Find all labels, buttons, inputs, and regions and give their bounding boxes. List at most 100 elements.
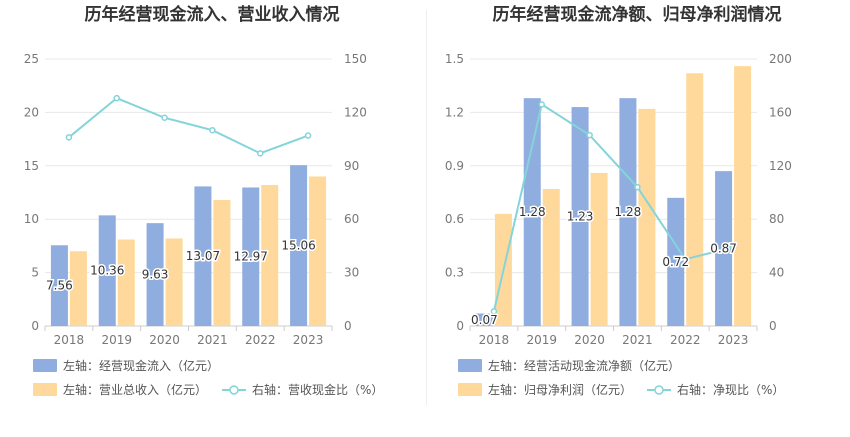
line-point: [209, 126, 216, 134]
legend-swatch: [33, 383, 57, 396]
y-right-tick-label: 30: [344, 266, 359, 280]
y-right-tick-label: 0: [344, 319, 352, 333]
legend-label: 右轴：营收现金比（%）: [252, 382, 383, 397]
chart-net-cash-profit: 历年经营现金流净额、归母净利润情况 0 0 0.3 40 0.6 80 0.9 120 1.2 16…: [445, 4, 792, 397]
y-right-tick-label: 200: [769, 52, 792, 66]
bar-primary: [667, 197, 685, 326]
x-tick-label: 2021: [197, 333, 228, 347]
line-series: [492, 102, 734, 312]
legend-label: 左轴：经营现金流入（亿元）: [63, 358, 219, 373]
line-point: [729, 243, 737, 251]
bar-secondary: [165, 238, 183, 326]
y-right-tick-label: 60: [344, 212, 359, 226]
line-point: [634, 183, 641, 191]
bar-primary: [194, 186, 212, 326]
x-tick-label: 2022: [670, 333, 701, 347]
bar-secondary: [590, 172, 608, 326]
bar-data-label: 12.97: [234, 250, 268, 264]
bar-primary: [290, 165, 308, 326]
chart-panel-cash-inflow: 历年经营现金流入、营业收入情况 0 0 5 30 10 60 15 90 20 120 25 150 20…: [24, 4, 384, 397]
bar-primary: [98, 215, 116, 326]
bar-secondary: [734, 66, 752, 327]
legend-swatch: [458, 359, 482, 372]
bar-secondary: [638, 108, 656, 326]
x-tick-label: 2023: [293, 333, 324, 347]
x-tick-label: 2020: [574, 333, 605, 347]
y-left-tick-label: 10: [24, 212, 39, 226]
y-left-tick-label: 25: [24, 52, 39, 66]
y-right-tick-label: 0: [769, 319, 777, 333]
bar-secondary: [213, 199, 231, 326]
x-tick-label: 2018: [479, 333, 510, 347]
bar-data-label: 1.23: [567, 210, 594, 224]
bar-data-label: 9.63: [142, 268, 169, 282]
bar-data-label: 7.56: [46, 279, 73, 293]
line-point: [490, 308, 498, 315]
legend-swatch: [33, 359, 57, 372]
y-left-tick-label: 15: [24, 159, 39, 173]
legend-swatch-point: [654, 385, 664, 395]
chart-title: 历年经营现金流入、营业收入情况: [85, 4, 340, 25]
line-series: [68, 97, 309, 155]
y-left-tick-label: 1.2: [445, 105, 464, 119]
bar-primary: [715, 171, 733, 326]
y-right-tick-label: 120: [769, 159, 792, 173]
y-right-tick-label: 90: [344, 159, 359, 173]
y-right-tick-label: 40: [769, 266, 784, 280]
bar-data-label: 0.07: [471, 313, 498, 327]
bar-primary: [571, 107, 589, 326]
y-right-tick-label: 80: [769, 212, 784, 226]
bar-data-label: 1.28: [615, 205, 642, 219]
bar-primary: [475, 313, 493, 326]
y-left-tick-label: 0: [31, 319, 39, 333]
bar-secondary: [261, 185, 279, 326]
chart-panel-net-cash: 历年经营现金流净额、归母净利润情况 0 0 0.3 40 0.6 80 0.9 120 1.2 16…: [425, 0, 850, 437]
y-right-tick-label: 150: [344, 52, 367, 66]
bar-primary: [146, 223, 164, 326]
y-right-tick-label: 160: [769, 105, 792, 119]
y-left-tick-label: 0.9: [445, 159, 464, 173]
x-tick-label: 2018: [54, 333, 85, 347]
legend-label: 右轴：净现比（%）: [677, 382, 784, 397]
bar-data-label: 0.87: [710, 242, 737, 256]
line-point: [586, 131, 593, 139]
y-left-tick-label: 20: [24, 105, 39, 119]
y-left-tick-label: 0: [456, 319, 464, 333]
line-point: [682, 256, 689, 263]
x-tick-label: 2020: [149, 333, 180, 347]
legend-swatch: [458, 383, 482, 396]
y-left-tick-label: 0.6: [445, 212, 464, 226]
legend-label: 左轴：营业总收入（亿元）: [63, 382, 207, 397]
line-point: [538, 101, 545, 108]
y-right-tick-label: 120: [344, 105, 367, 119]
bar-secondary: [309, 176, 327, 326]
bar-primary: [523, 98, 541, 326]
bar-primary: [619, 98, 637, 326]
bar-secondary: [542, 188, 560, 326]
x-tick-label: 2022: [245, 333, 276, 347]
y-left-tick-label: 1.5: [445, 52, 464, 66]
x-tick-label: 2021: [622, 333, 653, 347]
bar-data-label: 1.28: [519, 205, 546, 219]
chart-title: 历年经营现金流净额、归母净利润情况: [493, 4, 782, 25]
line-point: [304, 132, 312, 139]
y-left-tick-label: 5: [31, 266, 39, 280]
legend-swatch-point: [229, 385, 239, 395]
bar-data-label: 15.06: [281, 239, 315, 253]
line-point: [257, 150, 264, 157]
bar-primary: [242, 187, 260, 326]
line-point: [65, 134, 73, 141]
x-tick-label: 2019: [101, 333, 132, 347]
legend-label: 左轴：经营活动现金流净额（亿元）: [488, 358, 680, 373]
bar-data-label: 0.72: [662, 255, 689, 269]
bar-data-label: 10.36: [90, 264, 124, 278]
bar-secondary: [69, 251, 87, 326]
x-tick-label: 2019: [526, 333, 557, 347]
x-tick-label: 2023: [718, 333, 749, 347]
bar-primary: [50, 245, 68, 326]
bar-data-label: 13.07: [186, 249, 220, 263]
y-left-tick-label: 0.3: [445, 266, 464, 280]
chart-cash-inflow-revenue: 历年经营现金流入、营业收入情况 0 0 5 30 10 60 15 90 20 120 25 150 20…: [24, 4, 384, 397]
legend-label: 左轴：归母净利润（亿元）: [488, 382, 632, 397]
bar-secondary: [686, 73, 704, 327]
